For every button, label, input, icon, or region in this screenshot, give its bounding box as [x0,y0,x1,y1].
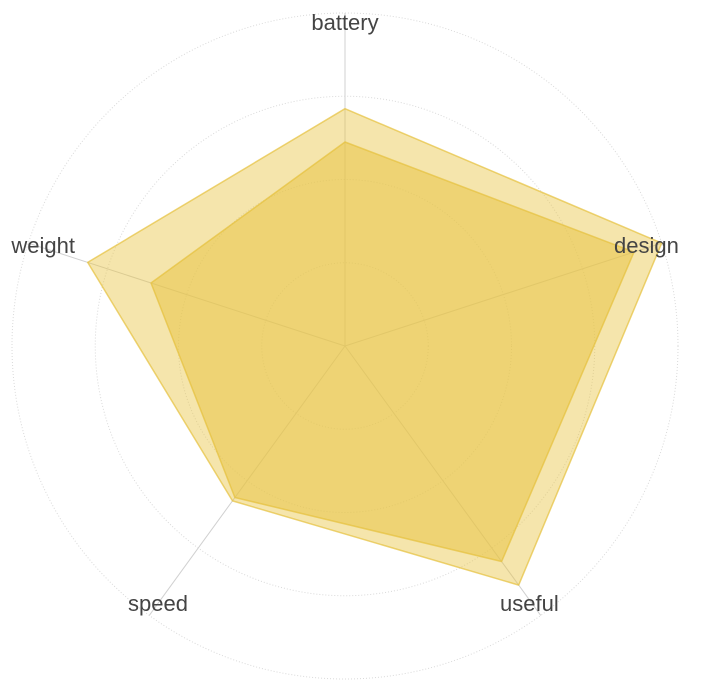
axis-label-weight: weight [10,233,75,258]
axis-label-useful: useful [500,591,559,616]
axis-labels: battery design useful speed weight [10,10,678,616]
grid-ring-4 [11,12,679,680]
axis-label-speed: speed [128,591,188,616]
series-2-area [150,141,635,563]
axis-label-battery: battery [311,10,378,35]
radar-series-group [86,107,663,586]
axis-label-design: design [614,233,679,258]
